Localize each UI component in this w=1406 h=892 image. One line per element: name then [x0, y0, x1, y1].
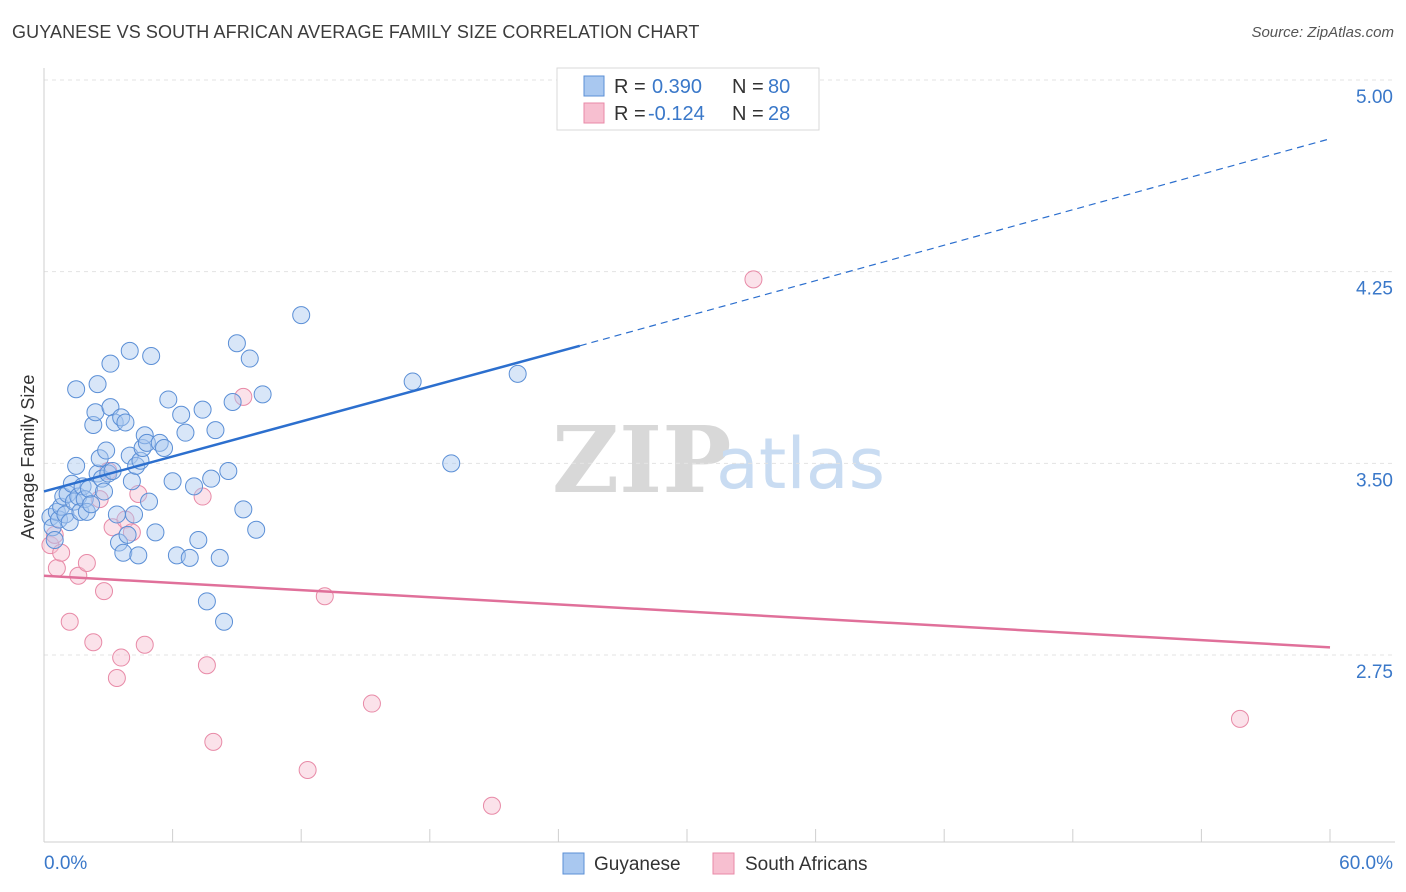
legend-r-value-guyanese: 0.390 [652, 76, 702, 98]
south-africans-trend-line [44, 576, 1330, 648]
south-africans-point-6 [78, 555, 95, 572]
guyanese-point-62 [207, 422, 224, 439]
guyanese-point-71 [254, 386, 271, 403]
south-africans-point-26 [745, 271, 762, 288]
south-africans-point-12 [108, 670, 125, 687]
guyanese-point-52 [164, 473, 181, 490]
guyanese-point-68 [235, 501, 252, 518]
x-tick-label-max: 60.0% [1339, 853, 1393, 874]
guyanese-point-36 [119, 526, 136, 543]
south-africans-point-13 [113, 649, 130, 666]
bottom-legend-swatch-south-africans [713, 853, 734, 874]
legend-r-value-south-africans: -0.124 [648, 103, 705, 125]
legend-n-label-guyanese: N = [732, 76, 764, 98]
scatter-chart: ZIP atlas 5.00 4.25 3.50 2.75 0.0% 60.0% Av… [0, 0, 1406, 892]
x-tick-label-min: 0.0% [44, 853, 87, 874]
series-legend: Guyanese South Africans [563, 853, 868, 875]
guyanese-point-58 [190, 532, 207, 549]
guyanese-point-74 [102, 355, 119, 372]
guyanese-point-75 [121, 342, 138, 359]
guyanese-point-78 [443, 455, 460, 472]
guyanese-point-70 [248, 521, 265, 538]
south-africans-point-19 [198, 657, 215, 674]
south-africans-point-17 [136, 636, 153, 653]
guyanese-point-12 [68, 457, 85, 474]
y-tick-label-2: 3.50 [1356, 470, 1393, 491]
guyanese-point-55 [177, 424, 194, 441]
watermark-zip: ZIP [552, 406, 731, 514]
guyanese-point-67 [228, 335, 245, 352]
guyanese-point-79 [509, 365, 526, 382]
legend-swatch-guyanese [584, 76, 604, 96]
guyanese-point-21 [87, 404, 104, 421]
guyanese-point-38 [123, 473, 140, 490]
guyanese-trend-extension [580, 139, 1330, 346]
guyanese-point-47 [143, 348, 160, 365]
south-africans-point-9 [96, 583, 113, 600]
guyanese-point-65 [220, 463, 237, 480]
guyanese-point-73 [89, 376, 106, 393]
south-africans-point-27 [1231, 710, 1248, 727]
guyanese-point-31 [108, 506, 125, 523]
south-africans-point-25 [483, 797, 500, 814]
guyanese-point-76 [293, 307, 310, 324]
guyanese-point-77 [404, 373, 421, 390]
south-africans-points [42, 271, 1249, 814]
south-africans-point-4 [61, 613, 78, 630]
y-axis-label: Average Family Size [18, 375, 38, 540]
guyanese-point-51 [160, 391, 177, 408]
guyanese-points [42, 307, 526, 631]
guyanese-point-48 [147, 524, 164, 541]
guyanese-point-39 [126, 506, 143, 523]
guyanese-point-54 [173, 406, 190, 423]
south-africans-point-2 [48, 560, 65, 577]
guyanese-point-60 [198, 593, 215, 610]
guyanese-point-72 [68, 381, 85, 398]
bottom-legend-label-south-africans: South Africans [745, 854, 868, 875]
guyanese-point-56 [181, 549, 198, 566]
guyanese-point-26 [98, 442, 115, 459]
guyanese-point-41 [130, 547, 147, 564]
south-africans-point-7 [85, 634, 102, 651]
guyanese-point-61 [203, 470, 220, 487]
legend-n-label-south-africans: N = [732, 103, 764, 125]
south-africans-point-24 [363, 695, 380, 712]
guyanese-point-66 [224, 394, 241, 411]
guyanese-point-34 [115, 544, 132, 561]
legend-n-value-south-africans: 28 [768, 103, 790, 125]
guyanese-point-19 [83, 496, 100, 513]
y-tick-label-3: 2.75 [1356, 662, 1393, 683]
guyanese-point-59 [194, 401, 211, 418]
legend-r-label-south-africans: R = [614, 103, 646, 125]
legend-swatch-south-africans [584, 103, 604, 123]
bottom-legend-swatch-guyanese [563, 853, 584, 874]
grid-lines [44, 80, 1395, 655]
guyanese-point-63 [211, 549, 228, 566]
watermark-atlas: atlas [716, 423, 885, 505]
legend-n-value-guyanese: 80 [768, 76, 790, 98]
bottom-legend-label-guyanese: Guyanese [594, 854, 681, 875]
y-tick-labels: 5.00 4.25 3.50 2.75 [1356, 87, 1393, 683]
guyanese-point-64 [216, 613, 233, 630]
south-africans-point-20 [205, 733, 222, 750]
guyanese-point-69 [241, 350, 258, 367]
legend-r-label-guyanese: R = [614, 76, 646, 98]
guyanese-point-35 [117, 414, 134, 431]
correlation-legend: R = 0.390 N = 80 R = -0.124 N = 28 [557, 68, 819, 130]
guyanese-point-2 [46, 532, 63, 549]
y-tick-label-0: 5.00 [1356, 87, 1393, 108]
y-tick-label-1: 4.25 [1356, 279, 1393, 300]
guyanese-point-25 [96, 483, 113, 500]
guyanese-point-50 [156, 440, 173, 457]
guyanese-point-57 [186, 478, 203, 495]
south-africans-point-22 [299, 762, 316, 779]
guyanese-point-46 [141, 493, 158, 510]
